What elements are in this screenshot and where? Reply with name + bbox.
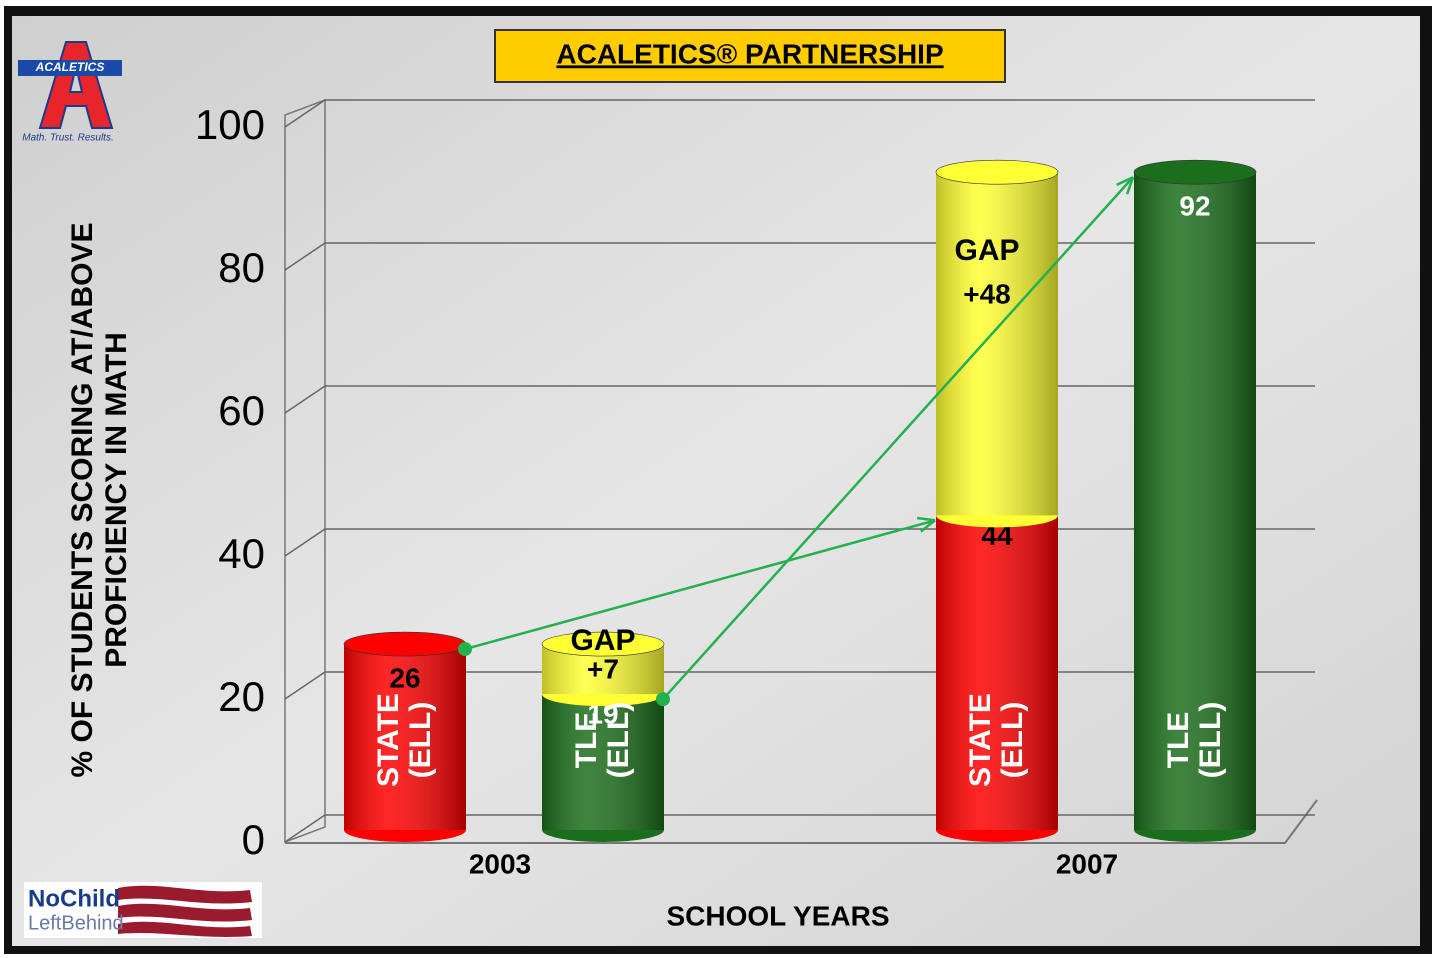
grid-line — [284, 99, 1315, 128]
y-tick-label: 20 — [218, 673, 265, 720]
badge: NoChild LeftBehind — [24, 882, 262, 938]
logo-banner — [18, 60, 122, 76]
bar-name: STATE (ELL) — [372, 693, 437, 787]
logo-tagline: Math. Trust. Results. — [22, 133, 114, 144]
title-box — [494, 29, 1006, 83]
logo: ACALETICS Math. Trust. Results. — [18, 41, 122, 144]
bar-top — [343, 631, 467, 657]
growth-arrow — [464, 519, 936, 651]
bar-name: STATE (ELL) — [964, 693, 1029, 787]
bar-name: TLE (ELL) — [1162, 701, 1227, 779]
bar-shade — [344, 644, 466, 830]
chart-title: ACALETICS® PARTNERSHIP — [556, 38, 943, 69]
y-tick-label: 40 — [218, 530, 265, 577]
arrow-start — [458, 642, 472, 657]
bar-top — [935, 159, 1059, 185]
x-tick-label: 2003 — [469, 848, 531, 879]
arrow-start — [656, 692, 670, 707]
bar-top — [541, 631, 665, 657]
y-tick-label: 0 — [242, 816, 265, 863]
gap-name: GAP — [570, 624, 635, 657]
bar-shade — [936, 172, 1058, 516]
bar-shade — [542, 694, 664, 830]
bar-top — [1133, 159, 1257, 185]
y-tick-label: 100 — [195, 101, 265, 148]
value-label: 26 — [389, 662, 420, 693]
x-tick-label: 2007 — [1056, 848, 1118, 879]
value-label: +48 — [963, 279, 1011, 310]
value-label: +7 — [587, 654, 619, 685]
arrow-head — [916, 516, 936, 533]
gap-name: GAP — [954, 234, 1019, 267]
bar-shade — [1134, 172, 1256, 830]
logo-name: ACALETICS — [35, 60, 105, 74]
y-tick-label: 80 — [218, 244, 265, 291]
y-axis-label: % OF STUDENTS SCORING AT/ABOVE PROFICIEN… — [66, 222, 133, 778]
x-axis-label: SCHOOL YEARS — [666, 900, 889, 931]
bar-shade — [936, 515, 1058, 830]
growth-arrow — [662, 176, 1134, 700]
y-tick-label: 60 — [218, 387, 265, 434]
bar-name: TLE (ELL) — [570, 701, 635, 779]
value-label: 92 — [1179, 191, 1210, 222]
arrow-head — [1116, 176, 1135, 195]
badge-line2: LeftBehind — [28, 912, 124, 934]
badge-line1: NoChild — [28, 885, 120, 912]
